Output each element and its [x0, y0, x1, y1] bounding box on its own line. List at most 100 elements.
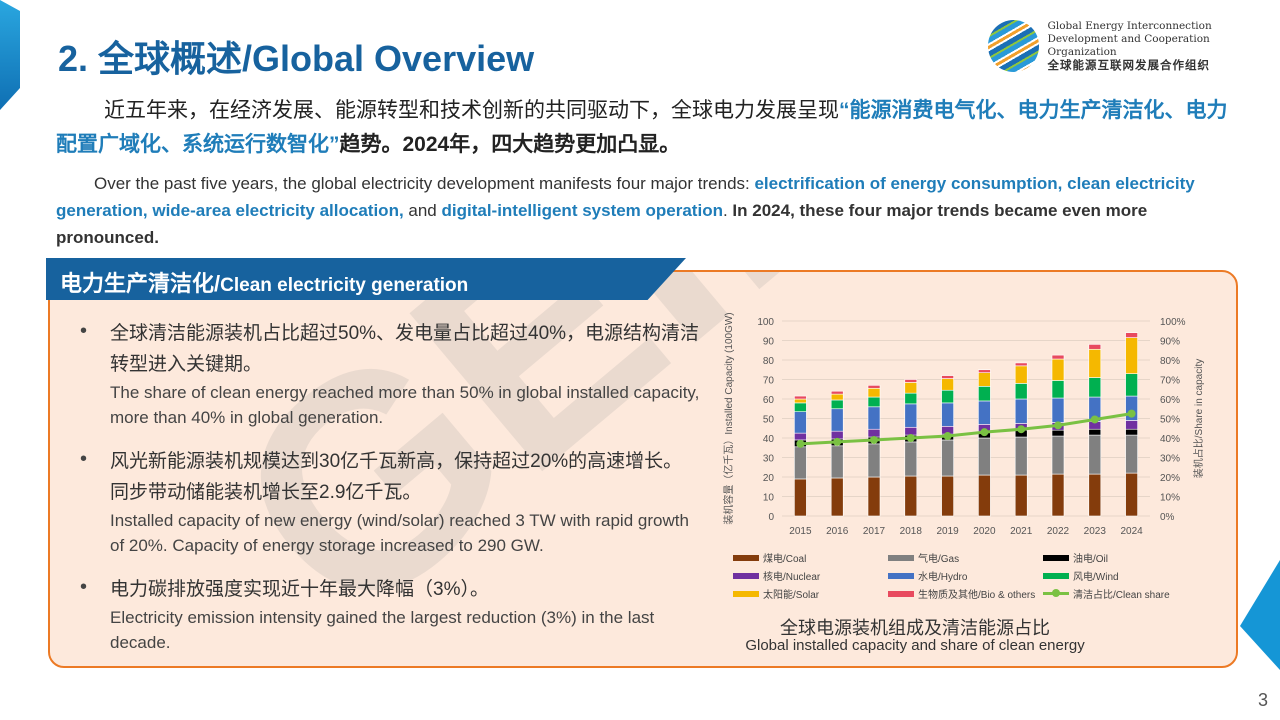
- y-tick-label: 50: [763, 415, 775, 426]
- clean-share-point: [943, 432, 952, 441]
- bar-segment: [1051, 473, 1065, 517]
- bar-segment: [904, 382, 918, 394]
- bullet-cn: 电力碳排放强度实现近十年最大降幅（3%）。: [110, 579, 489, 600]
- x-tick-label: 2022: [1047, 526, 1070, 537]
- intro-cn-highlight: “能源消费电气化、电力生产清洁化、电力配置广域化、系统运行数智化”: [56, 99, 1228, 156]
- page-title: 2. 全球概述/Global Overview: [58, 38, 535, 79]
- y-tick-label: 70: [763, 376, 775, 387]
- intro-en-text-3: .: [722, 201, 733, 220]
- bar-segment: [904, 475, 918, 517]
- legend-label: 清洁占比/Clean share: [1073, 590, 1170, 601]
- bar-segment: [867, 385, 881, 389]
- x-tick-label: 2015: [789, 526, 812, 537]
- bar-segment: [941, 389, 954, 404]
- legend-label: 风电/Wind: [1073, 572, 1119, 583]
- legend-item: 煤电/Coal: [733, 550, 888, 565]
- legend-label: 煤电/Coal: [763, 554, 807, 565]
- legend-swatch: [1043, 572, 1069, 579]
- section-banner: 电力生产清洁化/Clean electricity generation: [46, 258, 686, 300]
- y2-tick-label: 40%: [1160, 434, 1180, 445]
- bar-segment: [1088, 473, 1102, 517]
- org-logo: Global Energy Interconnection Developmen…: [988, 20, 1280, 72]
- x-tick-label: 2024: [1120, 526, 1143, 537]
- org-name-cn: 全球能源互联网发展合作组织: [1047, 58, 1210, 72]
- bar-segment: [1088, 428, 1102, 436]
- y-tick-label: 30: [763, 454, 775, 465]
- bullet-cn: 全球清洁能源装机占比超过50%、发电量占比超过40%，电源结构清洁转型进入关键期…: [110, 323, 700, 375]
- y2-tick-label: 90%: [1160, 337, 1180, 348]
- intro-en-highlight: electrification of energy consumption, c…: [56, 174, 1195, 220]
- bar-segment: [1014, 383, 1028, 400]
- bar-segment: [978, 386, 991, 402]
- legend-label: 生物质及其他/Bio & others: [918, 590, 1036, 601]
- intro-paragraph-en: Over the past five years, the global ele…: [56, 170, 1236, 251]
- bar-segment: [1014, 365, 1028, 384]
- bar-segment: [904, 441, 918, 477]
- y2-tick-label: 10%: [1160, 493, 1180, 504]
- y2-tick-label: 30%: [1160, 454, 1180, 465]
- bar-segment: [830, 408, 844, 432]
- bar-segment: [941, 439, 954, 477]
- clean-share-point: [833, 437, 842, 446]
- bar-segment: [794, 478, 807, 517]
- legend-swatch: [888, 590, 914, 597]
- x-tick-label: 2020: [973, 526, 996, 537]
- y2-axis-label: 装机占比/Share in capacity: [1192, 359, 1205, 479]
- bar-segment: [978, 400, 991, 425]
- y-tick-label: 90: [763, 337, 775, 348]
- bar-segment: [1014, 436, 1028, 476]
- legend-swatch: [733, 590, 759, 597]
- bullet-en: The share of clean energy reached more t…: [110, 383, 700, 427]
- bar-segment: [1014, 362, 1028, 367]
- y2-tick-label: 0%: [1160, 512, 1175, 523]
- bar-segment: [830, 399, 844, 410]
- legend-swatch: [1043, 554, 1069, 561]
- bar-segment: [867, 406, 881, 430]
- y2-tick-label: 70%: [1160, 376, 1180, 387]
- bar-segment: [1051, 397, 1065, 423]
- legend-label: 水电/Hydro: [918, 572, 968, 583]
- legend-swatch: [733, 554, 759, 561]
- clean-share-line: [800, 412, 1132, 446]
- legend-label: 油电/Oil: [1073, 554, 1108, 565]
- clean-share-point: [1090, 415, 1099, 424]
- legend-swatch: [888, 554, 914, 561]
- bar-segment: [794, 398, 807, 404]
- intro-en-text-2: and: [403, 201, 442, 220]
- y2-tick-label: 100%: [1160, 317, 1186, 328]
- chart-title-en: Global installed capacity and share of c…: [745, 637, 1085, 654]
- y2-tick-label: 50%: [1160, 415, 1180, 426]
- bar-segment: [1014, 398, 1028, 424]
- bar-segment: [830, 477, 844, 517]
- y-tick-label: 20: [763, 473, 775, 484]
- x-tick-label: 2018: [900, 526, 923, 537]
- bar-segment: [904, 392, 918, 405]
- bullet-en: Electricity emission intensity gained th…: [110, 608, 655, 652]
- bar-segment: [867, 443, 881, 478]
- bar-segment: [1125, 332, 1138, 338]
- y2-tick-label: 80%: [1160, 356, 1180, 367]
- bar-segment: [1051, 380, 1065, 399]
- intro-en-bold: In 2024, these four major trends became …: [56, 201, 1148, 247]
- legend-item: 生物质及其他/Bio & others: [888, 586, 1043, 601]
- bar-segment: [941, 375, 954, 379]
- bullet-item: 全球清洁能源装机占比超过50%、发电量占比超过40%，电源结构清洁转型进入关键期…: [80, 318, 700, 430]
- bar-segment: [1051, 429, 1065, 437]
- x-tick-label: 2017: [863, 526, 886, 537]
- bar-segment: [830, 430, 844, 440]
- left-accent-bar: [0, 0, 20, 110]
- bar-segment: [978, 437, 991, 476]
- y-tick-label: 80: [763, 356, 775, 367]
- bar-segment: [978, 372, 991, 387]
- bullet-item: 风光新能源装机规模达到30亿千瓦新高，保持超过20%的高速增长。同步带动储能装机…: [80, 446, 700, 558]
- bar-segment: [830, 393, 844, 401]
- legend-swatch: [733, 572, 759, 579]
- chart-legend: 煤电/Coal 气电/Gas 油电/Oil 核电/Nuclear 水电/Hydro 风电/…: [733, 550, 1173, 601]
- bar-segment: [794, 402, 807, 412]
- x-tick-label: 2023: [1084, 526, 1107, 537]
- bar-segment: [1125, 428, 1138, 436]
- bar-segment: [1051, 435, 1065, 475]
- clean-share-point: [796, 439, 805, 448]
- legend-item: 水电/Hydro: [888, 568, 1043, 583]
- y-tick-label: 0: [768, 512, 774, 523]
